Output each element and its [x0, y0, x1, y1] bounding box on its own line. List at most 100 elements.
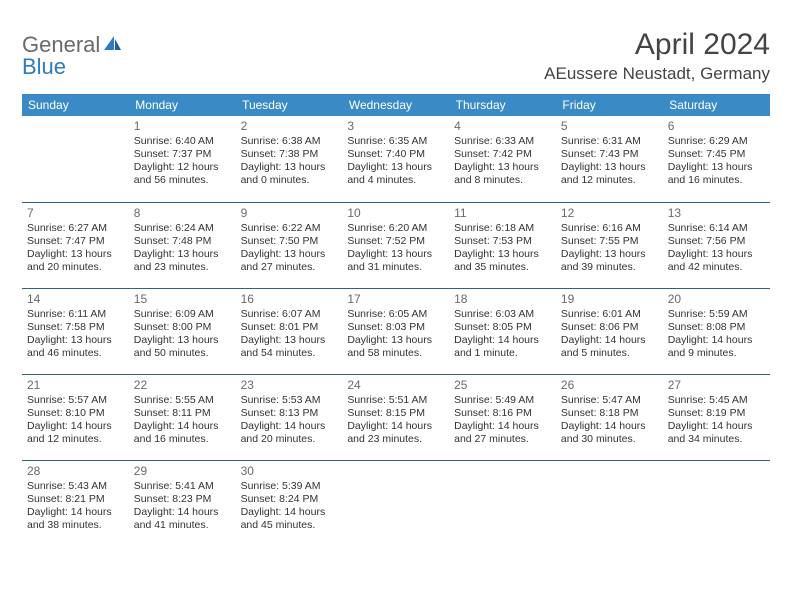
day-number: 19 — [561, 292, 658, 307]
sunset-text: Sunset: 7:45 PM — [668, 148, 765, 161]
sunrise-text: Sunrise: 6:29 AM — [668, 135, 765, 148]
day-number: 20 — [668, 292, 765, 307]
sunset-text: Sunset: 8:05 PM — [454, 321, 551, 334]
sunset-text: Sunset: 7:56 PM — [668, 235, 765, 248]
daylight-text: and 27 minutes. — [454, 433, 551, 446]
daylight-text: and 0 minutes. — [241, 174, 338, 187]
day-number: 13 — [668, 206, 765, 221]
sunset-text: Sunset: 8:19 PM — [668, 407, 765, 420]
sunset-text: Sunset: 7:55 PM — [561, 235, 658, 248]
daylight-text: Daylight: 14 hours — [241, 420, 338, 433]
calendar-day-cell: 8Sunrise: 6:24 AMSunset: 7:48 PMDaylight… — [129, 202, 236, 288]
calendar-day-cell: 18Sunrise: 6:03 AMSunset: 8:05 PMDayligh… — [449, 288, 556, 374]
sunrise-text: Sunrise: 5:43 AM — [27, 480, 124, 493]
sunset-text: Sunset: 7:42 PM — [454, 148, 551, 161]
sunrise-text: Sunrise: 6:03 AM — [454, 308, 551, 321]
day-number: 10 — [347, 206, 444, 221]
calendar-day-cell: 30Sunrise: 5:39 AMSunset: 8:24 PMDayligh… — [236, 460, 343, 546]
sunset-text: Sunset: 8:21 PM — [27, 493, 124, 506]
calendar-day-cell: 23Sunrise: 5:53 AMSunset: 8:13 PMDayligh… — [236, 374, 343, 460]
calendar-day-cell — [663, 460, 770, 546]
calendar-day-cell: 9Sunrise: 6:22 AMSunset: 7:50 PMDaylight… — [236, 202, 343, 288]
sunrise-text: Sunrise: 6:18 AM — [454, 222, 551, 235]
calendar-day-cell: 7Sunrise: 6:27 AMSunset: 7:47 PMDaylight… — [22, 202, 129, 288]
calendar-day-cell: 20Sunrise: 5:59 AMSunset: 8:08 PMDayligh… — [663, 288, 770, 374]
calendar-page: GeneralBlue April 2024 AEussere Neustadt… — [0, 0, 792, 566]
sunrise-text: Sunrise: 5:57 AM — [27, 394, 124, 407]
sunset-text: Sunset: 8:11 PM — [134, 407, 231, 420]
calendar-day-cell — [449, 460, 556, 546]
day-number: 11 — [454, 206, 551, 221]
daylight-text: and 1 minute. — [454, 347, 551, 360]
calendar-week-row: 1Sunrise: 6:40 AMSunset: 7:37 PMDaylight… — [22, 116, 770, 202]
daylight-text: Daylight: 13 hours — [454, 161, 551, 174]
sunset-text: Sunset: 8:00 PM — [134, 321, 231, 334]
weekday-header: Tuesday — [236, 94, 343, 116]
day-number: 27 — [668, 378, 765, 393]
sunset-text: Sunset: 7:43 PM — [561, 148, 658, 161]
daylight-text: Daylight: 14 hours — [27, 506, 124, 519]
daylight-text: and 42 minutes. — [668, 261, 765, 274]
logo: GeneralBlue — [22, 20, 122, 78]
day-number: 23 — [241, 378, 338, 393]
daylight-text: Daylight: 13 hours — [27, 248, 124, 261]
daylight-text: and 38 minutes. — [27, 519, 124, 532]
weekday-header: Friday — [556, 94, 663, 116]
day-number: 26 — [561, 378, 658, 393]
sunrise-text: Sunrise: 6:14 AM — [668, 222, 765, 235]
sunset-text: Sunset: 8:08 PM — [668, 321, 765, 334]
daylight-text: Daylight: 13 hours — [561, 161, 658, 174]
day-number: 7 — [27, 206, 124, 221]
sunrise-text: Sunrise: 5:41 AM — [134, 480, 231, 493]
weekday-header: Saturday — [663, 94, 770, 116]
sunrise-text: Sunrise: 5:45 AM — [668, 394, 765, 407]
daylight-text: and 16 minutes. — [668, 174, 765, 187]
logo-text-blue: Blue — [22, 54, 66, 79]
day-number: 14 — [27, 292, 124, 307]
daylight-text: and 27 minutes. — [241, 261, 338, 274]
calendar-body: 1Sunrise: 6:40 AMSunset: 7:37 PMDaylight… — [22, 116, 770, 546]
daylight-text: and 4 minutes. — [347, 174, 444, 187]
daylight-text: and 58 minutes. — [347, 347, 444, 360]
sunset-text: Sunset: 8:23 PM — [134, 493, 231, 506]
weekday-header: Sunday — [22, 94, 129, 116]
sunrise-text: Sunrise: 6:07 AM — [241, 308, 338, 321]
daylight-text: Daylight: 14 hours — [27, 420, 124, 433]
calendar-day-cell: 19Sunrise: 6:01 AMSunset: 8:06 PMDayligh… — [556, 288, 663, 374]
day-number: 1 — [134, 119, 231, 134]
calendar-day-cell: 25Sunrise: 5:49 AMSunset: 8:16 PMDayligh… — [449, 374, 556, 460]
daylight-text: Daylight: 13 hours — [454, 248, 551, 261]
daylight-text: and 9 minutes. — [668, 347, 765, 360]
weekday-header: Wednesday — [342, 94, 449, 116]
daylight-text: and 56 minutes. — [134, 174, 231, 187]
daylight-text: Daylight: 14 hours — [668, 420, 765, 433]
daylight-text: and 41 minutes. — [134, 519, 231, 532]
sunset-text: Sunset: 7:37 PM — [134, 148, 231, 161]
daylight-text: and 20 minutes. — [27, 261, 124, 274]
sunrise-text: Sunrise: 6:27 AM — [27, 222, 124, 235]
calendar-table: Sunday Monday Tuesday Wednesday Thursday… — [22, 94, 770, 546]
sunrise-text: Sunrise: 6:05 AM — [347, 308, 444, 321]
sunrise-text: Sunrise: 6:38 AM — [241, 135, 338, 148]
daylight-text: Daylight: 14 hours — [454, 420, 551, 433]
calendar-week-row: 21Sunrise: 5:57 AMSunset: 8:10 PMDayligh… — [22, 374, 770, 460]
calendar-day-cell — [22, 116, 129, 202]
sunset-text: Sunset: 8:10 PM — [27, 407, 124, 420]
daylight-text: Daylight: 13 hours — [134, 334, 231, 347]
calendar-header-row: Sunday Monday Tuesday Wednesday Thursday… — [22, 94, 770, 116]
sunset-text: Sunset: 8:18 PM — [561, 407, 658, 420]
day-number: 29 — [134, 464, 231, 479]
sunrise-text: Sunrise: 6:01 AM — [561, 308, 658, 321]
day-number: 25 — [454, 378, 551, 393]
daylight-text: Daylight: 13 hours — [347, 248, 444, 261]
sunset-text: Sunset: 8:24 PM — [241, 493, 338, 506]
daylight-text: Daylight: 13 hours — [561, 248, 658, 261]
daylight-text: Daylight: 14 hours — [561, 334, 658, 347]
daylight-text: Daylight: 13 hours — [241, 248, 338, 261]
sunset-text: Sunset: 7:47 PM — [27, 235, 124, 248]
weekday-header: Thursday — [449, 94, 556, 116]
day-number: 2 — [241, 119, 338, 134]
weekday-header: Monday — [129, 94, 236, 116]
daylight-text: Daylight: 14 hours — [668, 334, 765, 347]
sunset-text: Sunset: 7:38 PM — [241, 148, 338, 161]
